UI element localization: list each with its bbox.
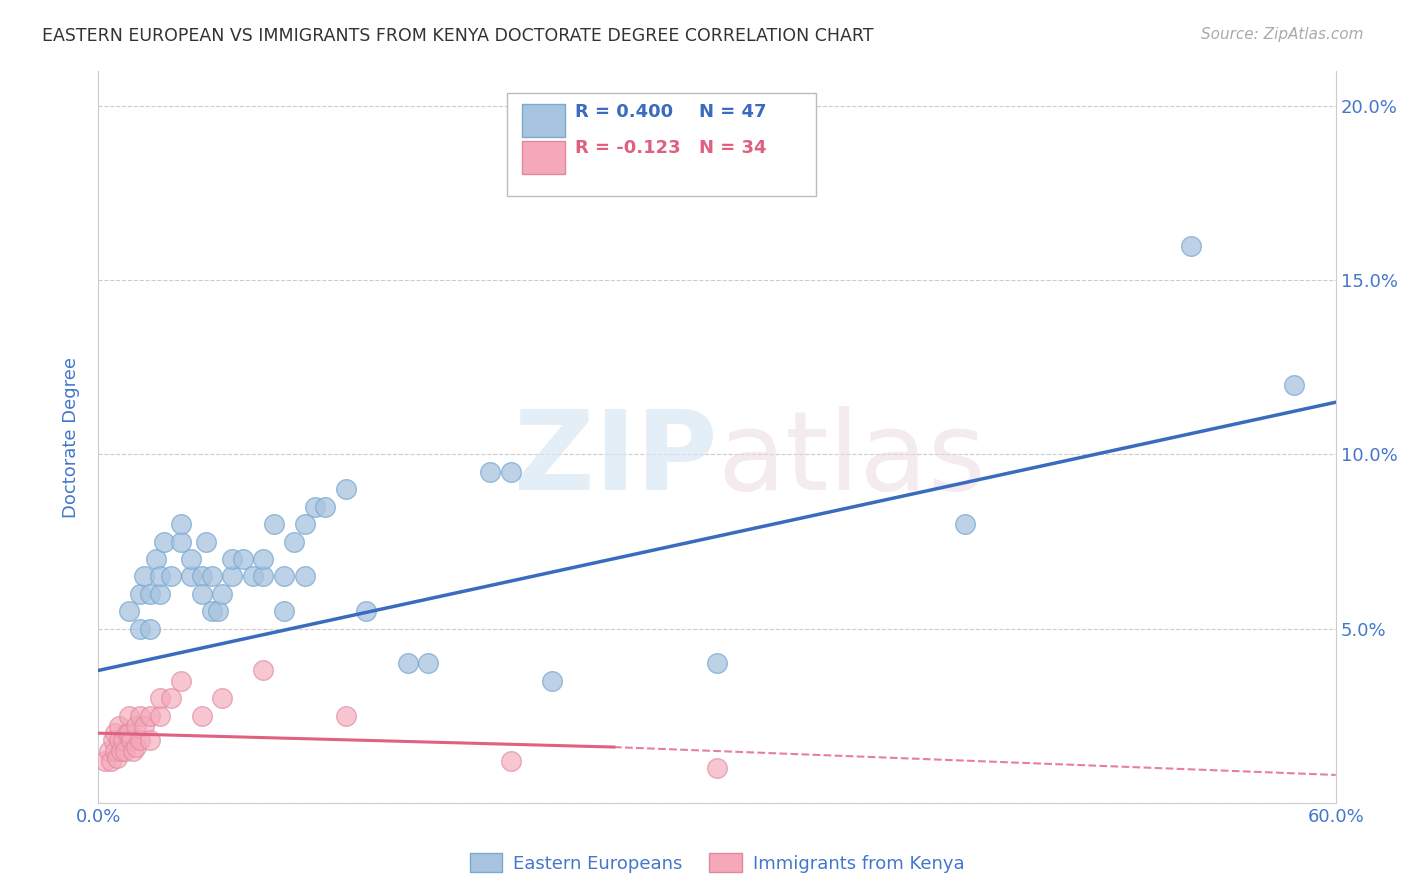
Point: [93, 754, 115, 768]
Point: [706, 761, 728, 775]
Point: [273, 569, 295, 583]
Point: [953, 517, 976, 532]
Point: [104, 726, 127, 740]
Point: [201, 569, 224, 583]
Point: [100, 754, 122, 768]
Point: [170, 673, 193, 688]
Point: [706, 657, 728, 671]
Point: [159, 569, 181, 583]
Point: [541, 673, 564, 688]
Point: [201, 604, 224, 618]
Point: [242, 569, 264, 583]
Bar: [522, 104, 565, 137]
Point: [101, 733, 124, 747]
Point: [132, 719, 155, 733]
Point: [273, 604, 295, 618]
Point: [145, 552, 167, 566]
Text: ZIP: ZIP: [513, 406, 717, 513]
Point: [314, 500, 336, 514]
Point: [128, 708, 150, 723]
Text: atlas: atlas: [717, 406, 986, 513]
Point: [114, 743, 136, 757]
Point: [190, 708, 212, 723]
Point: [221, 552, 243, 566]
Point: [252, 552, 274, 566]
Point: [120, 733, 142, 747]
Point: [207, 604, 229, 618]
Point: [294, 569, 316, 583]
Point: [335, 483, 357, 497]
Point: [1180, 238, 1202, 252]
Point: [335, 708, 357, 723]
Point: [190, 569, 212, 583]
Text: N = 47: N = 47: [699, 103, 766, 120]
Point: [110, 743, 132, 757]
Point: [294, 517, 316, 532]
Point: [170, 534, 193, 549]
Text: R = 0.400: R = 0.400: [575, 103, 673, 120]
Point: [232, 552, 254, 566]
Point: [479, 465, 502, 479]
Point: [118, 726, 141, 740]
Point: [124, 719, 146, 733]
Point: [128, 733, 150, 747]
Point: [132, 569, 155, 583]
Point: [149, 708, 172, 723]
Point: [1284, 377, 1306, 392]
Text: Source: ZipAtlas.com: Source: ZipAtlas.com: [1201, 27, 1364, 42]
Point: [97, 743, 120, 757]
Point: [180, 569, 202, 583]
Point: [139, 622, 162, 636]
Point: [252, 569, 274, 583]
Point: [499, 465, 522, 479]
Point: [211, 587, 233, 601]
Y-axis label: Doctorate Degree: Doctorate Degree: [62, 357, 80, 517]
Point: [190, 587, 212, 601]
Point: [252, 664, 274, 678]
Point: [221, 569, 243, 583]
Point: [105, 750, 128, 764]
Point: [124, 740, 146, 755]
Point: [211, 691, 233, 706]
Point: [159, 691, 181, 706]
Point: [118, 708, 141, 723]
Point: [170, 517, 193, 532]
Point: [117, 726, 139, 740]
FancyBboxPatch shape: [506, 94, 815, 195]
Text: R = -0.123: R = -0.123: [575, 139, 681, 157]
Point: [194, 534, 217, 549]
Point: [499, 754, 522, 768]
Point: [108, 719, 131, 733]
Text: N = 34: N = 34: [699, 139, 766, 157]
Point: [149, 569, 172, 583]
Point: [118, 604, 141, 618]
Legend: Eastern Europeans, Immigrants from Kenya: Eastern Europeans, Immigrants from Kenya: [461, 844, 973, 881]
Point: [139, 708, 162, 723]
Point: [104, 743, 127, 757]
Point: [112, 733, 135, 747]
Point: [263, 517, 285, 532]
Point: [149, 587, 172, 601]
Point: [139, 587, 162, 601]
Point: [153, 534, 176, 549]
Bar: [522, 141, 565, 174]
Point: [139, 733, 162, 747]
Point: [180, 552, 202, 566]
Point: [128, 587, 150, 601]
Point: [108, 733, 131, 747]
Point: [356, 604, 378, 618]
Point: [149, 691, 172, 706]
Point: [396, 657, 419, 671]
Point: [283, 534, 305, 549]
Point: [418, 657, 440, 671]
Point: [122, 743, 145, 757]
Point: [304, 500, 326, 514]
Text: EASTERN EUROPEAN VS IMMIGRANTS FROM KENYA DOCTORATE DEGREE CORRELATION CHART: EASTERN EUROPEAN VS IMMIGRANTS FROM KENY…: [42, 27, 873, 45]
Point: [128, 622, 150, 636]
